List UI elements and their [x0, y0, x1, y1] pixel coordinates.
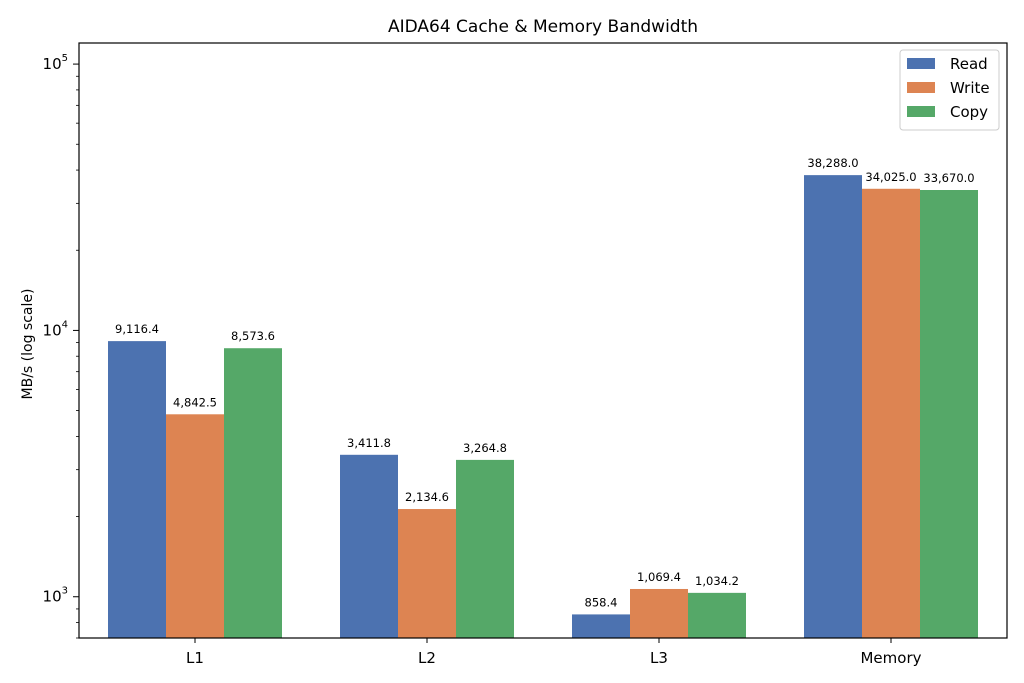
bar-copy-l2 — [456, 459, 514, 638]
bar-write-l3 — [630, 588, 688, 638]
data-label: 3,264.8 — [463, 441, 507, 455]
bar-copy-l1 — [224, 348, 282, 638]
bar-read-memory — [804, 175, 862, 638]
legend: Read Write Copy — [899, 49, 1000, 131]
legend-label-copy: Copy — [950, 103, 988, 121]
bar-write-memory — [862, 188, 920, 638]
legend-swatch-read — [907, 58, 935, 69]
legend-label-write: Write — [950, 79, 990, 97]
y-axis-label: MB/s (log scale) — [20, 289, 36, 400]
data-label: 2,134.6 — [405, 490, 449, 504]
plot-area: 9,116.4 3,411.8 858.4 38,288.0 4,842.5 2,134.… — [43, 42, 1008, 667]
bar-copy-l3 — [688, 592, 746, 638]
x-tick-label: Memory — [860, 649, 921, 667]
data-label: 9,116.4 — [115, 322, 159, 336]
data-label: 8,573.6 — [231, 329, 275, 343]
legend-swatch-write — [907, 82, 935, 93]
legend-swatch-copy — [907, 106, 935, 117]
data-label: 33,670.0 — [923, 171, 974, 185]
data-label: 38,288.0 — [807, 156, 858, 170]
y-tick-label: 105 — [43, 53, 68, 73]
bar-write-l1 — [166, 414, 224, 638]
chart-title: AIDA64 Cache & Memory Bandwidth — [388, 17, 698, 37]
bar-copy-memory — [920, 190, 978, 638]
data-label: 1,069.4 — [637, 570, 681, 584]
y-tick-label: 103 — [43, 586, 68, 606]
x-tick-label: L2 — [418, 649, 436, 667]
bar-write-l2 — [398, 509, 456, 638]
legend-label-read: Read — [950, 55, 988, 73]
data-label: 1,034.2 — [695, 574, 739, 588]
bar-read-l1 — [108, 341, 166, 638]
x-tick-label: L1 — [186, 649, 204, 667]
data-label: 4,842.5 — [173, 395, 217, 409]
bar-read-l3 — [572, 614, 630, 638]
data-label: 3,411.8 — [347, 436, 391, 450]
axes-frame — [78, 42, 1008, 639]
data-label: 34,025.0 — [865, 170, 916, 184]
bar-read-l2 — [340, 454, 398, 638]
x-tick-label: L3 — [650, 649, 668, 667]
y-tick-label: 104 — [43, 319, 68, 339]
data-label: 858.4 — [585, 595, 618, 609]
